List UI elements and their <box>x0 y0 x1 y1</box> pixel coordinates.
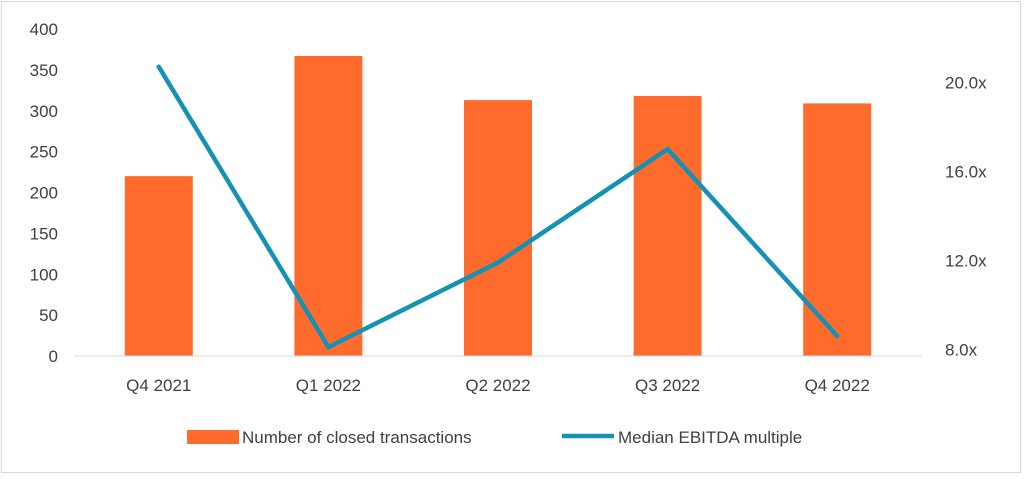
left-y-tick-label: 50 <box>39 306 58 325</box>
legend: Number of closed transactions Median EBI… <box>187 428 802 447</box>
left-y-tick-label: 300 <box>30 102 58 121</box>
left-y-tick-label: 150 <box>30 224 58 243</box>
x-tick-label: Q2 2022 <box>465 376 530 395</box>
bar-series <box>125 56 871 356</box>
right-y-tick-label: 12.0x <box>945 251 987 270</box>
bar <box>464 100 532 356</box>
right-y-tick-label: 16.0x <box>945 162 987 181</box>
left-y-tick-label: 0 <box>49 347 58 366</box>
legend-bar-label: Number of closed transactions <box>242 428 472 447</box>
right-y-tick-label: 20.0x <box>945 73 987 92</box>
legend-bar-swatch <box>187 430 239 444</box>
left-y-tick-label: 250 <box>30 143 58 162</box>
right-y-axis: 8.0x 12.0x 16.0x 20.0x <box>945 73 987 359</box>
x-tick-label: Q1 2022 <box>296 376 361 395</box>
x-tick-label: Q4 2022 <box>805 376 870 395</box>
left-y-tick-label: 350 <box>30 61 58 80</box>
legend-line-label: Median EBITDA multiple <box>618 428 802 447</box>
bar <box>125 176 193 356</box>
bar <box>634 96 702 356</box>
x-tick-label: Q4 2021 <box>126 376 191 395</box>
x-tick-label: Q3 2022 <box>635 376 700 395</box>
left-y-tick-label: 400 <box>30 20 58 39</box>
left-y-tick-label: 200 <box>30 184 58 203</box>
left-y-axis: 0 50 100 150 200 250 300 350 400 <box>30 20 58 366</box>
left-y-tick-label: 100 <box>30 265 58 284</box>
right-y-tick-label: 8.0x <box>945 340 978 359</box>
bar <box>803 103 871 356</box>
x-axis: Q4 2021 Q1 2022 Q2 2022 Q3 2022 Q4 2022 <box>126 376 870 395</box>
